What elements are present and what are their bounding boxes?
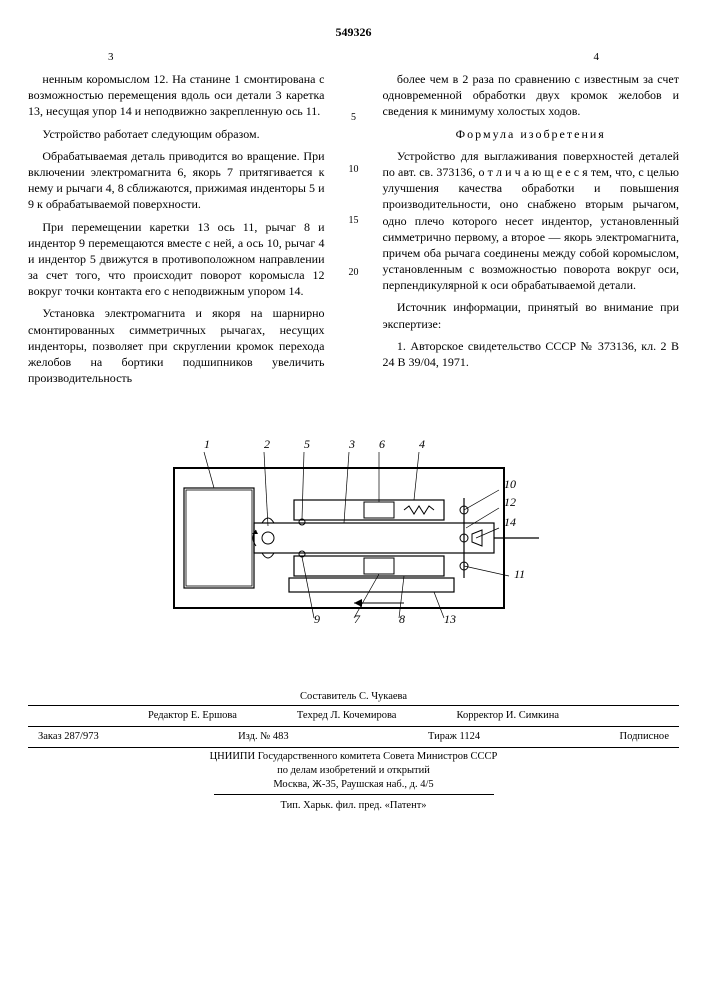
footer-addr: Москва, Ж-35, Раушская наб., д. 4/5: [214, 778, 494, 795]
para: более чем в 2 раза по сравнению с извест…: [383, 71, 680, 120]
para: Обрабатываемая деталь приводится во вращ…: [28, 148, 325, 213]
line-number-gutter: 5 10 15 20: [347, 71, 361, 392]
footer-editors-row: Редактор Е. Ершова Техред Л. Кочемирова …: [28, 705, 679, 727]
page-numbers: 3 4: [28, 50, 679, 65]
footer-org2: по делам изобретений и открытий: [28, 764, 679, 778]
footer: Составитель С. Чукаева Редактор Е. Ершов…: [28, 690, 679, 813]
para: Устройство работает следующим образом.: [28, 126, 325, 142]
line-marker: 15: [347, 214, 361, 228]
para: Установка электромагнита и якоря на шарн…: [28, 305, 325, 386]
svg-text:2: 2: [264, 437, 270, 451]
column-right: более чем в 2 раза по сравнению с извест…: [383, 71, 680, 392]
footer-print-row: Заказ 287/973 Изд. № 483 Тираж 1124 Подп…: [28, 730, 679, 748]
page-left: 3: [108, 50, 114, 65]
svg-text:6: 6: [379, 437, 385, 451]
line-marker: 20: [347, 266, 361, 280]
svg-text:8: 8: [399, 612, 405, 626]
footer-editor: Редактор Е. Ершова: [148, 709, 237, 723]
svg-text:7: 7: [354, 612, 361, 626]
column-left: ненным коромыслом 12. На станине 1 смонт…: [28, 71, 325, 392]
svg-text:3: 3: [348, 437, 355, 451]
page-right: 4: [594, 50, 600, 65]
svg-text:1: 1: [204, 437, 210, 451]
patent-figure: 1234567891011121314: [144, 418, 564, 658]
footer-podpisnoe: Подписное: [620, 730, 669, 744]
para: 1. Авторское свидетельство СССР № 373136…: [383, 338, 680, 370]
patent-number: 549326: [28, 24, 679, 40]
svg-text:10: 10: [504, 477, 516, 491]
text-columns: ненным коромыслом 12. На станине 1 смонт…: [28, 71, 679, 392]
para: При перемещении каретки 13 ось 11, рычаг…: [28, 219, 325, 300]
para: ненным коромыслом 12. На станине 1 смонт…: [28, 71, 325, 120]
svg-text:5: 5: [304, 437, 310, 451]
svg-text:14: 14: [504, 515, 516, 529]
svg-text:11: 11: [514, 567, 525, 581]
footer-compiler: Составитель С. Чукаева: [28, 690, 679, 704]
footer-org: ЦНИИПИ Государственного комитета Совета …: [28, 750, 679, 796]
line-marker: 10: [347, 163, 361, 177]
footer-tech-editor: Техред Л. Кочемирова: [297, 709, 397, 723]
footer-order: Заказ 287/973: [38, 730, 99, 744]
footer-corrector: Корректор И. Симкина: [456, 709, 559, 723]
footer-tirazh: Тираж 1124: [428, 730, 480, 744]
footer-izd: Изд. № 483: [238, 730, 289, 744]
para: Источник информации, принятый во внимани…: [383, 299, 680, 331]
svg-text:12: 12: [504, 495, 516, 509]
svg-text:4: 4: [419, 437, 425, 451]
footer-printer: Тип. Харьк. фил. пред. «Патент»: [28, 799, 679, 813]
footer-org1: ЦНИИПИ Государственного комитета Совета …: [28, 750, 679, 764]
svg-text:13: 13: [444, 612, 456, 626]
para: Устройство для выглаживания поверхностей…: [383, 148, 680, 294]
claims-title: Формула изобретения: [383, 126, 680, 142]
line-marker: 5: [347, 111, 361, 125]
svg-text:9: 9: [314, 612, 320, 626]
